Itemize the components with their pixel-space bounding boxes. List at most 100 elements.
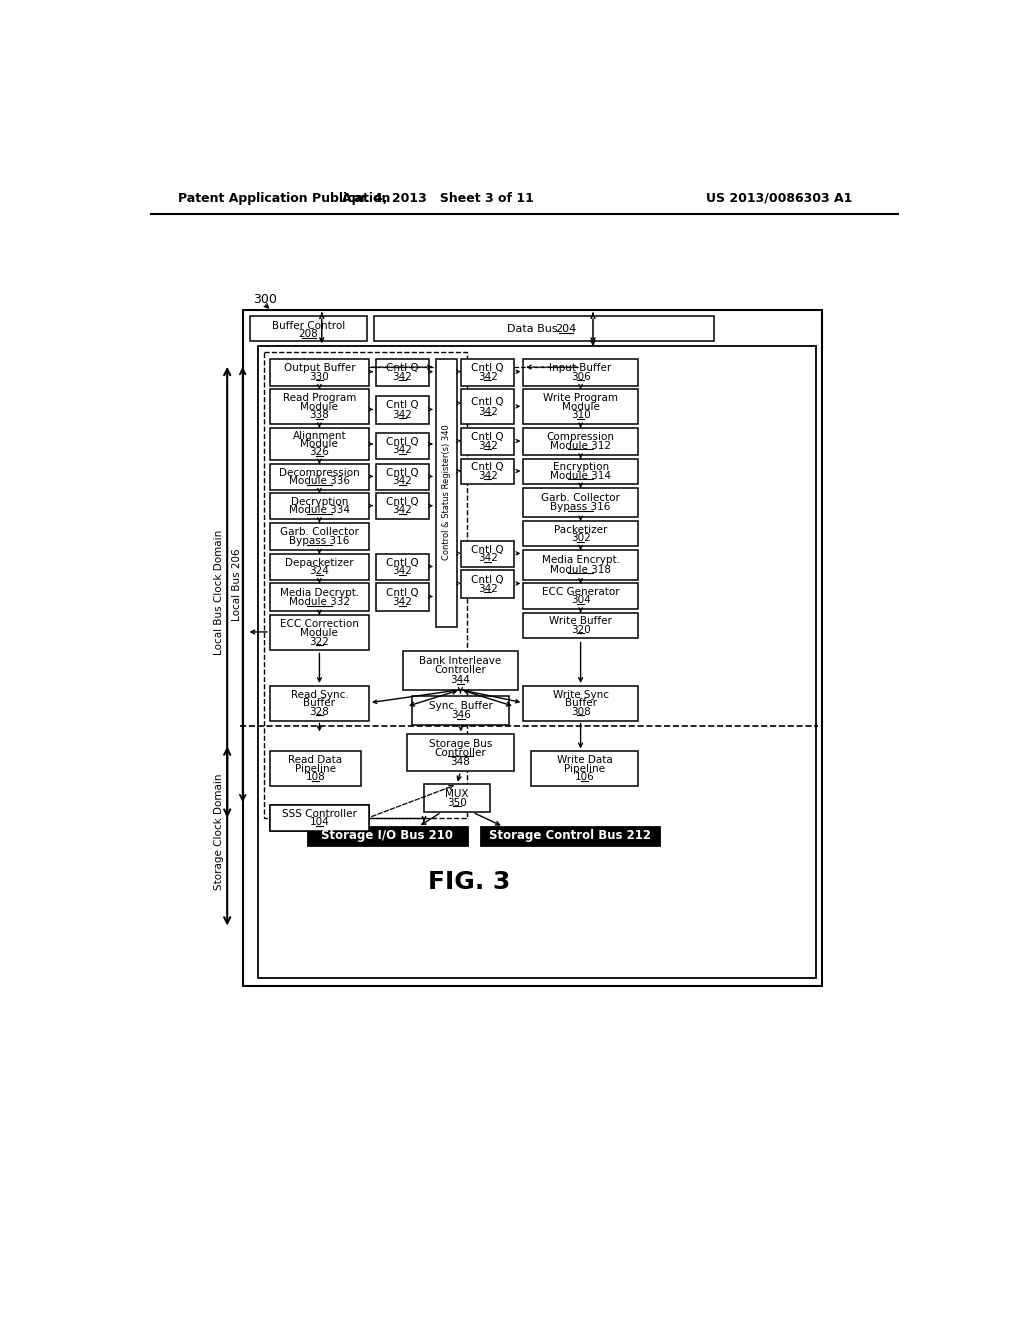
Text: 330: 330 — [309, 371, 330, 381]
Text: 108: 108 — [306, 772, 326, 783]
Text: 342: 342 — [392, 566, 413, 576]
Text: Cntl Q: Cntl Q — [386, 437, 419, 446]
Bar — [243, 310, 822, 986]
Text: Cntl Q: Cntl Q — [386, 400, 419, 411]
Text: 302: 302 — [570, 533, 591, 543]
Bar — [461, 570, 514, 598]
Bar — [270, 805, 369, 830]
Bar — [263, 352, 467, 818]
Text: Data Bus: Data Bus — [507, 323, 558, 334]
Bar — [270, 554, 369, 579]
Text: Media Encrypt.: Media Encrypt. — [542, 556, 620, 565]
Text: Controller: Controller — [434, 748, 486, 758]
Bar — [375, 317, 714, 341]
Text: Write Data: Write Data — [557, 755, 612, 766]
Bar — [270, 751, 361, 785]
Text: 326: 326 — [309, 447, 330, 457]
Text: SSS Controller: SSS Controller — [282, 809, 356, 818]
Text: Patent Application Publication: Patent Application Publication — [178, 191, 391, 205]
Bar — [376, 359, 429, 385]
Text: Write Program: Write Program — [543, 393, 618, 403]
Bar — [270, 615, 369, 651]
Bar — [376, 583, 429, 611]
Bar — [461, 459, 514, 484]
Text: Module 314: Module 314 — [550, 471, 611, 480]
Bar — [258, 346, 816, 978]
Text: Write Buffer: Write Buffer — [549, 616, 612, 626]
Bar — [376, 433, 429, 459]
Bar — [531, 751, 638, 785]
Bar — [413, 696, 509, 725]
Text: Input Buffer: Input Buffer — [550, 363, 611, 372]
Text: 342: 342 — [392, 371, 413, 381]
Bar — [270, 583, 369, 611]
Text: 346: 346 — [451, 710, 471, 721]
Text: 104: 104 — [309, 817, 330, 828]
Text: Module 332: Module 332 — [289, 597, 350, 607]
Bar — [523, 359, 638, 385]
Bar — [270, 686, 369, 721]
Text: 308: 308 — [570, 706, 591, 717]
Text: 344: 344 — [451, 675, 470, 685]
Text: Packetizer: Packetizer — [554, 524, 607, 535]
Text: Storage Clock Domain: Storage Clock Domain — [214, 774, 224, 891]
Text: Cntl Q: Cntl Q — [471, 545, 504, 554]
Bar — [523, 488, 638, 517]
Text: Cntl Q: Cntl Q — [386, 587, 419, 598]
Text: Buffer Control: Buffer Control — [272, 321, 345, 330]
Text: 310: 310 — [570, 411, 591, 420]
Text: 322: 322 — [309, 636, 330, 647]
Text: Module 334: Module 334 — [289, 506, 350, 515]
Text: Pipeline: Pipeline — [295, 764, 336, 774]
Text: Write Sync: Write Sync — [553, 689, 608, 700]
Text: Local Bus Clock Domain: Local Bus Clock Domain — [214, 529, 224, 655]
Text: MUX: MUX — [445, 788, 469, 799]
Bar — [461, 428, 514, 455]
Bar — [376, 465, 429, 490]
Text: Cntl Q: Cntl Q — [386, 363, 419, 372]
Bar — [270, 494, 369, 519]
Bar — [270, 805, 369, 830]
Text: Depacketizer: Depacketizer — [285, 557, 353, 568]
Bar — [523, 686, 638, 721]
Bar — [461, 389, 514, 424]
Text: Pipeline: Pipeline — [564, 764, 605, 774]
Text: Cntl Q: Cntl Q — [471, 397, 504, 407]
Text: 208: 208 — [299, 329, 318, 339]
Text: Module 336: Module 336 — [289, 477, 350, 486]
Text: ECC Generator: ECC Generator — [542, 587, 620, 597]
Text: Read Data: Read Data — [289, 755, 343, 766]
Bar — [461, 359, 514, 385]
Text: Decompression: Decompression — [280, 467, 359, 478]
Text: 342: 342 — [392, 445, 413, 455]
Text: 342: 342 — [477, 407, 498, 417]
Text: 342: 342 — [392, 506, 413, 515]
Text: Read Program: Read Program — [283, 393, 356, 403]
Text: 342: 342 — [392, 409, 413, 420]
Text: 342: 342 — [477, 441, 498, 451]
Bar — [403, 651, 518, 689]
Text: 328: 328 — [309, 706, 330, 717]
Bar — [523, 459, 638, 484]
Text: Media Decrypt.: Media Decrypt. — [280, 587, 359, 598]
Bar — [376, 554, 429, 579]
Bar — [435, 359, 458, 627]
Bar — [376, 396, 429, 424]
Text: Buffer: Buffer — [303, 698, 336, 708]
Bar — [270, 465, 369, 490]
Text: Sync. Buffer: Sync. Buffer — [429, 701, 493, 710]
Text: Bypass 316: Bypass 316 — [289, 536, 349, 546]
Text: 204: 204 — [555, 323, 577, 334]
Text: Local Bus 206: Local Bus 206 — [231, 548, 242, 620]
Bar — [523, 389, 638, 424]
Bar — [407, 734, 514, 771]
Text: 342: 342 — [477, 583, 498, 594]
Text: ECC Correction: ECC Correction — [280, 619, 358, 628]
Bar — [270, 359, 369, 385]
Bar — [461, 541, 514, 566]
Text: Decryption: Decryption — [291, 496, 348, 507]
Text: Cntl Q: Cntl Q — [386, 496, 419, 507]
Text: Alignment: Alignment — [293, 432, 346, 441]
Bar — [376, 494, 429, 519]
Text: Controller: Controller — [434, 665, 486, 676]
